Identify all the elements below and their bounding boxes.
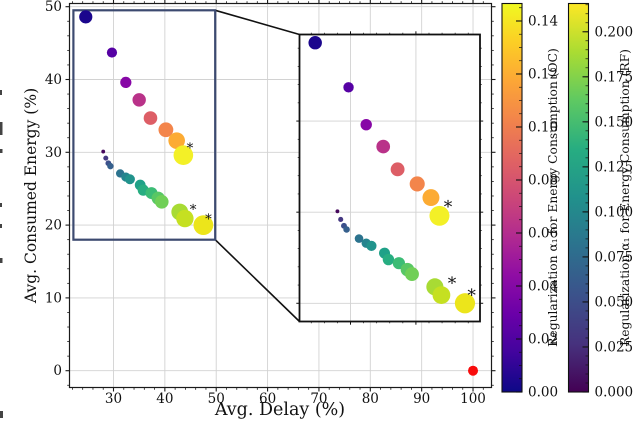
scatter-point <box>154 195 169 209</box>
x-axis-title: Avg. Delay (%) <box>214 400 345 420</box>
colorbar-tick-label: 0.100 <box>595 204 634 220</box>
svg-text:30: 30 <box>105 391 122 407</box>
scatter-point <box>120 76 132 89</box>
colorbar-tick-label: 0.200 <box>595 24 634 40</box>
scatter-point <box>107 162 114 170</box>
svg-text:∗: ∗ <box>442 194 454 214</box>
scatter-point <box>106 47 118 58</box>
colorbar-tick-label: 0.025 <box>595 339 634 355</box>
asterisk-annotation: ∗ <box>189 199 198 215</box>
svg-text:90: 90 <box>413 391 430 407</box>
scatter-point <box>79 10 93 24</box>
asterisk-annotation: ∗ <box>204 208 213 224</box>
colorbar-tick-label: 0.06 <box>528 225 558 241</box>
colorbar-tick-label: 0.08 <box>528 172 558 188</box>
svg-text:40: 40 <box>156 391 173 407</box>
svg-text:50: 50 <box>45 0 62 15</box>
svg-text:∗: ∗ <box>466 282 478 302</box>
main-axes-spines <box>68 2 493 389</box>
svg-text:30: 30 <box>45 145 62 161</box>
svg-text:40: 40 <box>45 72 62 88</box>
colorbar-oc-title: Regularization α₁ for Energy Consumption… <box>546 48 560 347</box>
svg-text:50: 50 <box>208 391 225 407</box>
asterisk-annotation: ∗ <box>185 138 194 154</box>
scatter-point <box>103 155 109 161</box>
svg-text:20: 20 <box>45 218 62 234</box>
scatter-point <box>468 365 479 376</box>
scatter-point <box>173 145 194 166</box>
svg-text:100: 100 <box>460 391 486 407</box>
scatter-point <box>101 149 106 154</box>
main-annotations: ∗ ∗ ∗ <box>185 138 213 225</box>
svg-text:∗: ∗ <box>446 271 458 291</box>
colorbar-rf-title: Regularization α₁ for Energy Consumption… <box>618 49 632 346</box>
svg-text:70: 70 <box>310 391 327 407</box>
colorbar-tick-label: 0.02 <box>528 331 558 347</box>
colorbar-tick-label: 0.075 <box>595 249 634 265</box>
colorbar-tick-label: 0.00 <box>528 385 558 401</box>
colorbar-tick-label: 0.12 <box>528 66 558 82</box>
colorbar-tick-label: 0.150 <box>595 114 634 130</box>
zoom-source-box <box>72 9 301 323</box>
main-scatter-points <box>79 10 479 376</box>
colorbar-tick-label: 0.125 <box>595 159 634 175</box>
y-axis-title: Avg. Consumed Energy (%) <box>22 88 40 304</box>
colorbar-oc <box>501 2 523 393</box>
clipped-text-fragments <box>0 90 3 418</box>
colorbar-tick-label: 0.14 <box>528 13 558 29</box>
inset-plot: ∗ ∗ ∗ <box>296 31 484 325</box>
scatter-point <box>176 209 194 228</box>
colorbar-tick-label: 0.050 <box>595 294 634 310</box>
svg-text:0: 0 <box>53 363 62 379</box>
svg-text:10: 10 <box>45 290 62 306</box>
scatter-point <box>193 215 214 236</box>
svg-text:60: 60 <box>259 391 276 407</box>
scatter-point <box>168 132 185 149</box>
scatter-point <box>158 122 174 138</box>
colorbar-rf <box>567 2 590 393</box>
scatter-point <box>132 93 146 107</box>
scatter-point <box>143 111 158 125</box>
colorbar-tick-label: 0.175 <box>595 69 634 85</box>
colorbars: 0.00 0.02 0.04 0.06 0.08 0.10 0.12 0.14 0.000 0.0… <box>501 2 634 401</box>
colorbar-tick-label: 0.000 <box>595 385 634 401</box>
colorbar-tick-label: 0.10 <box>528 119 558 135</box>
scatter-point <box>124 174 135 185</box>
main-axes-ticks <box>65 0 496 392</box>
svg-text:80: 80 <box>362 391 379 407</box>
colorbar-tick-label: 0.04 <box>528 278 558 294</box>
main-tick-labels: 30 40 50 60 70 80 90 100 0 10 20 30 40 50 <box>45 0 486 407</box>
